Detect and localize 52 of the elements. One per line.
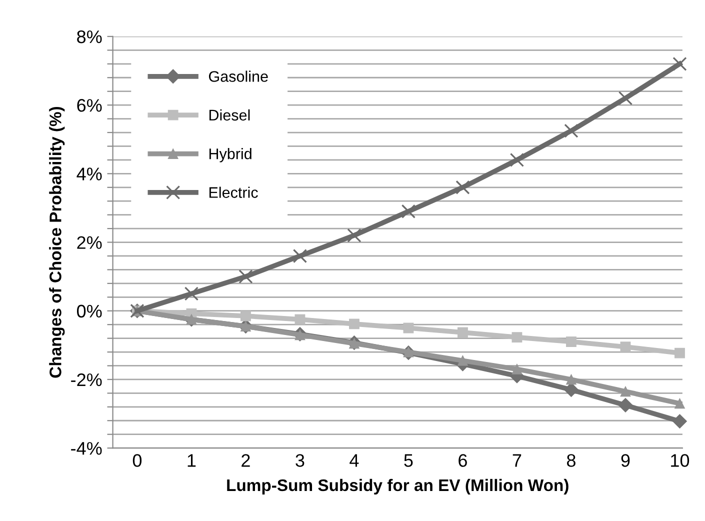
legend-label: Gasoline [208, 70, 268, 82]
x-tick-label: 0 [132, 454, 142, 467]
point [674, 348, 685, 358]
x-tick-label: 5 [404, 454, 413, 467]
x-tick-label: 9 [621, 454, 630, 467]
point [458, 327, 468, 338]
x-tick-label: 8 [566, 454, 576, 467]
x-tick-label: 1 [188, 454, 196, 467]
x-tick-label: 3 [296, 454, 304, 467]
y-tick-label: 0% [76, 304, 102, 318]
legend-label: Diesel [209, 109, 250, 121]
point [349, 318, 360, 330]
x-tick-label: 2 [242, 454, 250, 467]
point [672, 56, 687, 71]
point [401, 204, 416, 218]
y-tick-label: -4% [71, 442, 102, 455]
point [510, 152, 524, 168]
point [620, 342, 631, 352]
y-tick-label: 6% [77, 99, 102, 112]
y-tick-label: 4% [76, 168, 102, 180]
point [294, 314, 306, 325]
legend-label: Hybrid [209, 148, 252, 162]
point [294, 330, 306, 340]
point [292, 248, 308, 264]
point [672, 414, 687, 429]
point [184, 286, 199, 301]
point [674, 398, 685, 409]
y-axis-title: Changes of Choice Probability (%) [49, 106, 65, 378]
point [238, 269, 253, 284]
point [512, 332, 522, 342]
point [403, 322, 414, 334]
y-tick-label: 8% [77, 30, 102, 44]
point [564, 124, 578, 138]
y-tick-label: -2% [71, 373, 102, 386]
y-tick-label: 2% [77, 236, 102, 249]
point [458, 355, 468, 366]
x-tick-label: 4 [350, 454, 359, 467]
point [618, 91, 633, 106]
legend-label: Electric [209, 186, 258, 198]
x-tick-label: 7 [512, 454, 522, 467]
point [512, 364, 522, 374]
point [620, 386, 631, 397]
point [347, 228, 362, 242]
point [456, 180, 470, 194]
x-tick-label: 10 [671, 454, 690, 467]
point [240, 310, 251, 322]
point [566, 336, 576, 347]
point [564, 382, 578, 397]
x-tick-label: 6 [458, 454, 467, 467]
point [566, 374, 576, 385]
x-axis-title: Lump-Sum Subsidy for an EV (Million Won) [227, 478, 568, 494]
point [618, 398, 633, 412]
